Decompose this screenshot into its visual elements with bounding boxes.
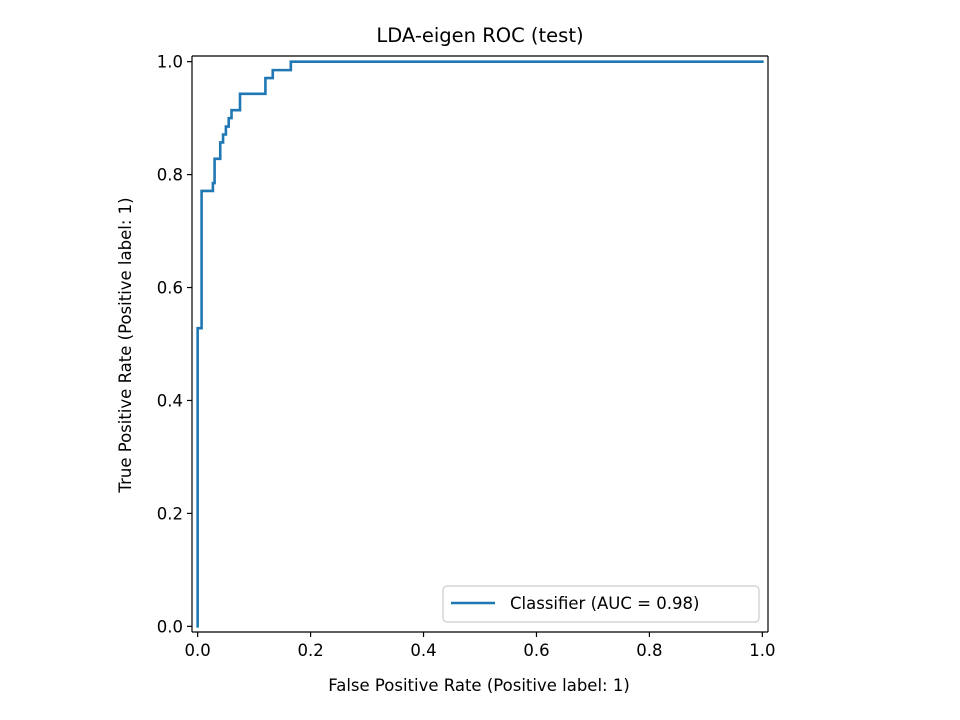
x-tick-label: 0.2 [297,641,323,660]
x-tick-label: 0.6 [523,641,549,660]
y-tick-label: 0.8 [157,166,183,185]
plot-area: 0.0 0.2 0.4 0.6 0.8 1.0 0.0 0.2 0.4 0.6 0.8 1.0 Clas… [157,53,776,660]
x-tick-label: 0.4 [410,641,436,660]
y-axis-title: True Positive Rate (Positive label: 1) [116,197,135,493]
y-tick-label: 0.4 [157,391,183,410]
y-tick-label: 0.6 [157,279,183,298]
chart-title: LDA-eigen ROC (test) [376,24,583,47]
y-tick-label: 0.0 [157,617,183,636]
x-tick-label: 0.8 [636,641,662,660]
legend: Classifier (AUC = 0.98) [442,585,760,623]
roc-curve-line-0 [196,60,764,628]
y-tick-label: 0.2 [157,504,183,523]
x-tick-label: 1.0 [749,641,775,660]
x-tick-label: 0.0 [185,641,211,660]
x-axis-title: False Positive Rate (Positive label: 1) [328,676,630,695]
legend-label: Classifier (AUC = 0.98) [510,594,699,613]
y-tick-label: 1.0 [157,53,183,72]
legend-frame [442,585,760,623]
